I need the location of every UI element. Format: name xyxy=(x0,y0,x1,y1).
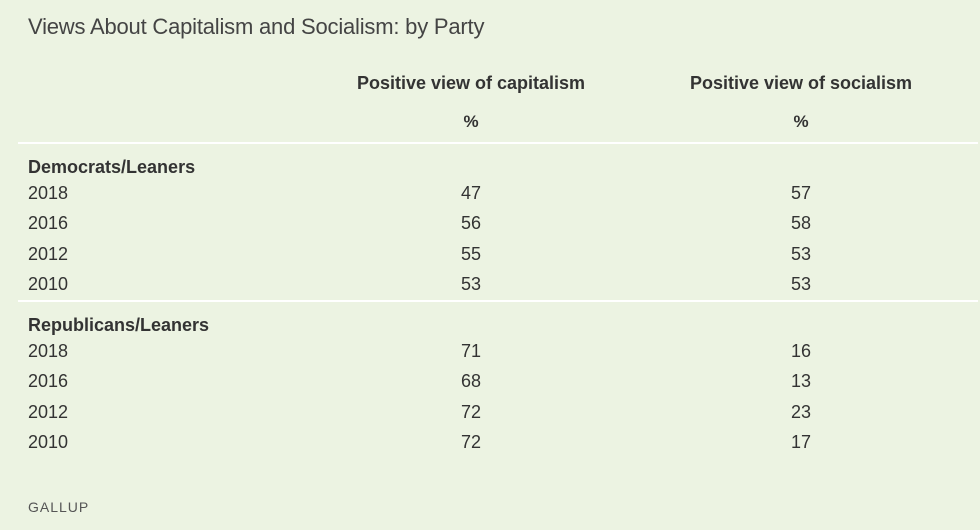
chart-title: Views About Capitalism and Socialism: by… xyxy=(28,14,485,39)
data-table: Positive view of capitalism Positive vie… xyxy=(18,64,978,458)
table-row: 2010 72 17 xyxy=(18,428,978,459)
socialism-value-cell: 58 xyxy=(790,213,812,234)
year-cell: 2012 xyxy=(28,243,69,264)
capitalism-value-cell: 47 xyxy=(460,182,482,203)
table-body: Democrats/Leaners 2018 47 57 2016 56 58 2012 55 5… xyxy=(18,143,978,458)
year-cell: 2010 xyxy=(28,432,69,453)
socialism-value-cell: 13 xyxy=(790,371,812,392)
group-label: Democrats/Leaners xyxy=(28,157,196,177)
year-cell: 2012 xyxy=(28,401,69,422)
header-empty-cell xyxy=(18,64,318,102)
socialism-value-cell: 23 xyxy=(790,401,812,422)
unit-empty-cell xyxy=(18,102,318,144)
capitalism-value-cell: 72 xyxy=(460,401,482,422)
capitalism-value-cell: 68 xyxy=(460,371,482,392)
unit-label-capitalism: % xyxy=(318,102,624,144)
year-cell: 2016 xyxy=(28,213,69,234)
year-cell: 2018 xyxy=(28,182,69,203)
socialism-value-cell: 57 xyxy=(790,182,812,203)
capitalism-value-cell: 55 xyxy=(460,243,482,264)
table-row: 2016 56 58 xyxy=(18,209,978,240)
capitalism-value-cell: 53 xyxy=(318,269,624,302)
capitalism-value-cell: 56 xyxy=(460,213,482,234)
socialism-value-cell: 53 xyxy=(790,243,812,264)
column-header-capitalism: Positive view of capitalism xyxy=(356,72,586,93)
table-row: 2018 71 16 xyxy=(18,336,978,367)
table-row: 2012 55 53 xyxy=(18,239,978,270)
unit-label-socialism: % xyxy=(624,102,978,144)
table-header: Positive view of capitalism Positive vie… xyxy=(18,64,978,144)
year-cell: 2010 xyxy=(18,269,318,302)
table-row: 2010 53 53 xyxy=(18,269,978,302)
socialism-value-cell: 17 xyxy=(790,432,812,453)
year-cell: 2016 xyxy=(28,371,69,392)
source-label: GALLUP xyxy=(28,499,90,515)
capitalism-value-cell: 71 xyxy=(460,340,482,361)
table-row: 2012 72 23 xyxy=(18,397,978,428)
socialism-value-cell: 16 xyxy=(790,340,812,361)
group-label: Republicans/Leaners xyxy=(28,315,210,335)
group-row: Republicans/Leaners xyxy=(18,301,978,336)
socialism-value-cell: 53 xyxy=(624,269,978,302)
table-row: 2016 68 13 xyxy=(18,367,978,398)
table-row: 2018 47 57 xyxy=(18,178,978,209)
group-row: Democrats/Leaners xyxy=(18,143,978,178)
column-header-socialism: Positive view of socialism xyxy=(689,72,913,93)
year-cell: 2018 xyxy=(28,340,69,361)
capitalism-value-cell: 72 xyxy=(460,432,482,453)
